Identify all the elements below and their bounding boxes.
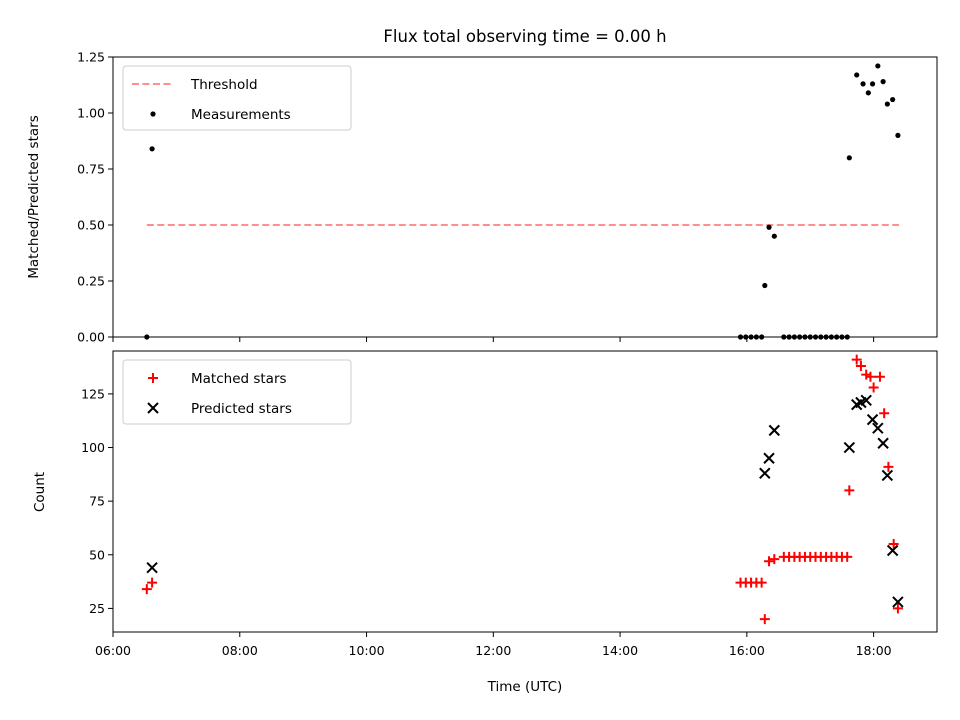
y-tick-label: 1.00: [77, 106, 105, 121]
x-tick-label: 12:00: [475, 643, 511, 658]
x-tick-label: 10:00: [349, 643, 385, 658]
x-tick-label: 16:00: [729, 643, 765, 658]
legend-box: [122, 65, 352, 131]
x-tick-label: 08:00: [222, 643, 258, 658]
predicted-star-point: [886, 544, 899, 557]
predicted-star-point: [146, 561, 158, 574]
legend-box: [122, 359, 352, 425]
x-tick-label: 14:00: [602, 643, 638, 658]
legend: Matched stars Predicted stars: [122, 359, 352, 425]
legend-matched-swatch: [148, 373, 158, 383]
x-tick-label: 18:00: [856, 643, 892, 658]
matched-star-point: [141, 584, 152, 595]
matched-star-point: [868, 382, 879, 393]
predicted-star-point: [759, 467, 771, 479]
legend-measurement-swatch: [150, 111, 156, 117]
measurement-point: [880, 79, 886, 85]
legend-predicted-swatch: [147, 402, 159, 414]
legend-label: Matched stars: [191, 371, 287, 387]
ratio-panel: 0.00 0.25 0.50 0.75 1.00 1.25 Threshold Measure…: [77, 50, 938, 345]
predicted-star-point: [866, 413, 879, 426]
measurement-point: [846, 155, 852, 161]
bottom-y-axis-label: Count: [32, 472, 48, 512]
plot-frame: [112, 56, 938, 338]
plot-frame: [112, 350, 938, 633]
predicted-star-point: [877, 437, 889, 449]
predicted-star-point: [872, 422, 884, 434]
matched-star-point: [842, 551, 853, 562]
y-tick-label: 1.25: [77, 50, 105, 65]
predicted-star-point: [768, 424, 781, 437]
matched-star-point: [756, 577, 767, 588]
y-tick-label: 0.75: [77, 162, 105, 177]
measurement-point: [865, 90, 871, 96]
predicted-star-point: [881, 469, 894, 482]
matched-star-point: [883, 461, 894, 472]
predicted-star-point: [860, 394, 872, 407]
y-tick-label: 0.00: [77, 330, 105, 345]
x-axis-label: Time (UTC): [487, 679, 563, 695]
y-tick-label: 75: [89, 494, 105, 509]
measurement-point: [766, 224, 772, 230]
top-y-axis-label: Matched/Predicted stars: [26, 115, 42, 278]
predicted-star-point: [892, 596, 904, 608]
series-matched-stars: [141, 354, 903, 625]
measurement-point: [149, 146, 155, 152]
y-tick-label: 50: [89, 547, 105, 562]
measurement-point: [890, 96, 896, 103]
y-tick-label: 0.25: [77, 274, 105, 289]
matched-star-point: [147, 577, 158, 588]
matched-star-point: [879, 408, 890, 419]
matched-star-point: [844, 485, 855, 496]
matched-star-point: [892, 603, 903, 614]
y-tick-label: 100: [81, 440, 105, 455]
legend-label: Measurements: [191, 107, 291, 123]
plot-layer: 0.00 0.25 0.50 0.75 1.00 1.25 Threshold Measure…: [77, 50, 938, 658]
predicted-star-point: [843, 441, 856, 454]
y-tick-label: 0.50: [77, 218, 105, 233]
series-predicted-stars: [146, 394, 904, 608]
measurement-point: [860, 81, 866, 87]
measurement-point: [884, 101, 890, 107]
measurement-point: [895, 132, 901, 138]
measurement-point: [875, 63, 881, 69]
predicted-star-point: [763, 452, 775, 464]
matched-star-point: [888, 539, 899, 550]
chart-title: Flux total observing time = 0.00 h: [383, 27, 666, 46]
measurement-point: [762, 282, 768, 289]
legend-label: Threshold: [190, 77, 258, 93]
matched-star-point: [865, 371, 876, 382]
matched-star-point: [759, 614, 770, 625]
measurement-point: [869, 81, 876, 87]
measurement-point: [771, 233, 777, 239]
y-tick-label: 125: [81, 386, 105, 401]
matched-star-point: [851, 354, 862, 365]
matched-star-point: [874, 371, 885, 382]
legend-label: Predicted stars: [191, 401, 292, 417]
y-tick-label: 25: [89, 601, 105, 616]
legend: Threshold Measurements: [122, 65, 352, 131]
matched-star-point: [769, 554, 780, 565]
x-tick-label: 06:00: [95, 643, 131, 658]
matched-star-point: [855, 361, 866, 372]
measurement-point: [854, 72, 860, 78]
count-panel: 25 50 75 100 125 06:00 08:00 10:00 12:00 14:00 16:…: [81, 350, 938, 658]
matched-star-point: [764, 556, 775, 567]
